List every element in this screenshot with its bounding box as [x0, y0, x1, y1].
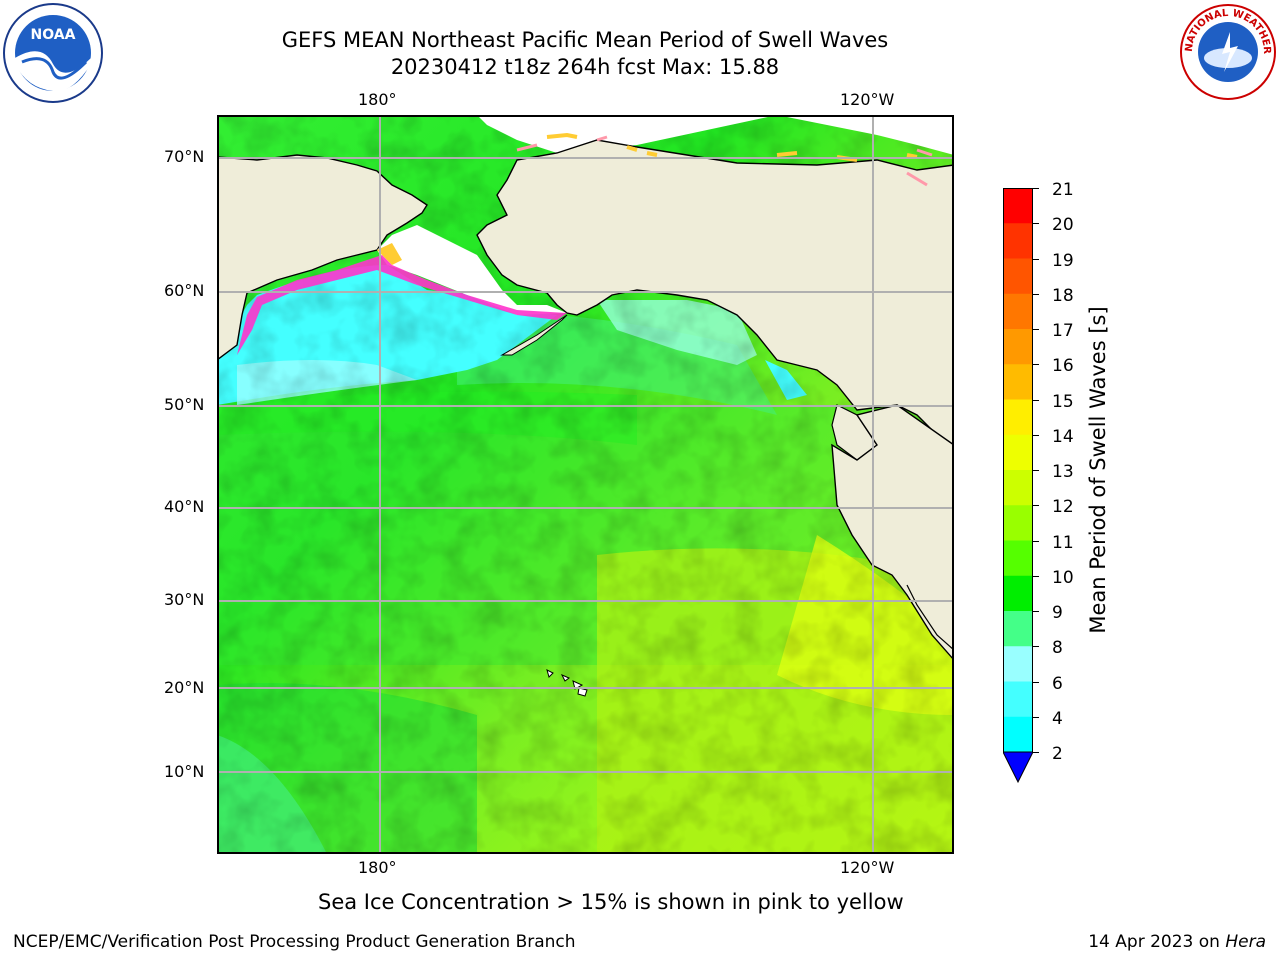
colorbar-segment	[1003, 223, 1033, 259]
svg-text:NOAA: NOAA	[31, 27, 76, 43]
lat-label: 30°N	[164, 590, 205, 609]
colorbar-tick-label: 2	[1052, 744, 1063, 764]
lat-label: 70°N	[164, 147, 205, 166]
top-lon-label: 180°	[358, 90, 397, 109]
colorbar-tick	[1033, 470, 1039, 471]
colorbar-segment	[1003, 329, 1033, 365]
colorbar-segment	[1003, 434, 1033, 471]
colorbar-tick-label: 4	[1052, 708, 1063, 729]
colorbar-segment	[1003, 646, 1033, 682]
lat-label: 10°N	[164, 762, 205, 781]
colorbar-extend-arrow	[1002, 751, 1034, 784]
colorbar-tick	[1033, 716, 1039, 718]
colorbar-segment	[1003, 399, 1033, 436]
colorbar-tick	[1033, 364, 1039, 366]
colorbar-segment	[1003, 470, 1033, 506]
colorbar-segment	[1003, 681, 1033, 718]
colorbar-tick	[1033, 505, 1039, 507]
colorbar-tick-label: 12	[1052, 497, 1074, 518]
colorbar-segment	[1003, 611, 1033, 647]
baja-coast	[906, 584, 955, 651]
colorbar-segment	[1003, 188, 1033, 224]
bering-ice	[377, 225, 567, 315]
lat-label: 20°N	[164, 678, 205, 697]
footer-date-text: 14 Apr 2023 on	[1088, 932, 1226, 952]
colorbar-tick-label: 19	[1052, 250, 1074, 271]
colorbar-tick-label: 8	[1052, 638, 1063, 659]
colorbar-segment	[1003, 540, 1033, 577]
colorbar-tick	[1033, 223, 1039, 225]
colorbar-tick	[1033, 611, 1039, 612]
colorbar-tick	[1033, 399, 1039, 401]
sea-ice-free-zone	[217, 115, 954, 155]
sea-ice-edge	[377, 243, 402, 265]
map-panel	[216, 115, 955, 854]
colorbar-segment	[1003, 258, 1033, 295]
plot-title: GEFS MEAN Northeast Pacific Mean Period …	[281, 28, 889, 52]
siberia-land	[216, 154, 428, 362]
bottom-lon-label: 120°W	[840, 858, 895, 877]
colorbar-outline	[1003, 188, 1033, 753]
nws-logo: NATIONAL WEATHER SERVICE	[1174, 0, 1278, 102]
top-lon-label: 120°W	[840, 90, 895, 109]
us-west-coast	[831, 404, 955, 662]
colorbar-title: Mean Period of Swell Waves [s]	[1086, 306, 1110, 634]
colorbar-tick-label: 11	[1052, 532, 1074, 553]
gridlines	[217, 115, 954, 854]
colorbar-tick	[1033, 434, 1039, 436]
plot-subtitle: 20230412 t18z 264h fcst Max: 15.88	[390, 55, 780, 79]
hawaii-islands	[546, 669, 588, 697]
colorbar-tick-label: 9	[1052, 603, 1063, 623]
colorbar-svg	[1002, 188, 1034, 784]
colorbar-tick	[1033, 681, 1039, 683]
colorbar	[1002, 188, 1034, 784]
bottom-lon-label: 180°	[358, 858, 397, 877]
colorbar-tick-label: 14	[1052, 426, 1074, 447]
footer-host: Hera	[1225, 932, 1266, 952]
colorbar-tick-label: 15	[1052, 391, 1074, 412]
colorbar-segment	[1003, 293, 1033, 330]
colorbar-segment	[1003, 364, 1033, 400]
colorbar-tick	[1033, 646, 1039, 648]
swell-period-map	[216, 115, 955, 854]
lat-label: 60°N	[164, 281, 205, 300]
colorbar-tick	[1033, 258, 1039, 260]
colorbar-tick	[1033, 329, 1039, 330]
colorbar-segment	[1003, 505, 1033, 541]
lat-label: 50°N	[164, 395, 205, 414]
colorbar-segment	[1003, 716, 1033, 753]
colorbar-tick	[1033, 752, 1039, 753]
colorbar-tick-label: 10	[1052, 567, 1074, 588]
colorbar-tick	[1033, 188, 1039, 189]
map-frame	[217, 115, 954, 854]
colorbar-tick	[1033, 575, 1039, 577]
sea-ice-caption: Sea Ice Concentration > 15% is shown in …	[318, 890, 904, 914]
colorbar-tick-label: 18	[1052, 285, 1074, 306]
colorbar-tick-label: 21	[1052, 180, 1074, 200]
footer-credit: NCEP/EMC/Verification Post Processing Pr…	[13, 932, 576, 952]
colorbar-tick-label: 17	[1052, 321, 1074, 341]
aleutian-peninsula	[500, 314, 568, 356]
colorbar-tick-label: 20	[1052, 215, 1074, 236]
lat-label: 40°N	[164, 497, 205, 516]
colorbar-tick-label: 6	[1052, 673, 1063, 694]
colorbar-segment	[1003, 575, 1033, 612]
colorbar-tick-label: 16	[1052, 356, 1074, 377]
sea-ice-edge-north	[516, 135, 933, 187]
sea-ice-edge	[237, 255, 567, 355]
noaa-logo: NOAA	[2, 2, 104, 104]
sea-ice-edge-north	[546, 132, 918, 162]
colorbar-tick	[1033, 540, 1039, 542]
colorbar-tick	[1033, 293, 1039, 295]
footer-date: 14 Apr 2023 on Hera	[1088, 932, 1266, 952]
colorbar-tick-label: 13	[1052, 462, 1074, 482]
